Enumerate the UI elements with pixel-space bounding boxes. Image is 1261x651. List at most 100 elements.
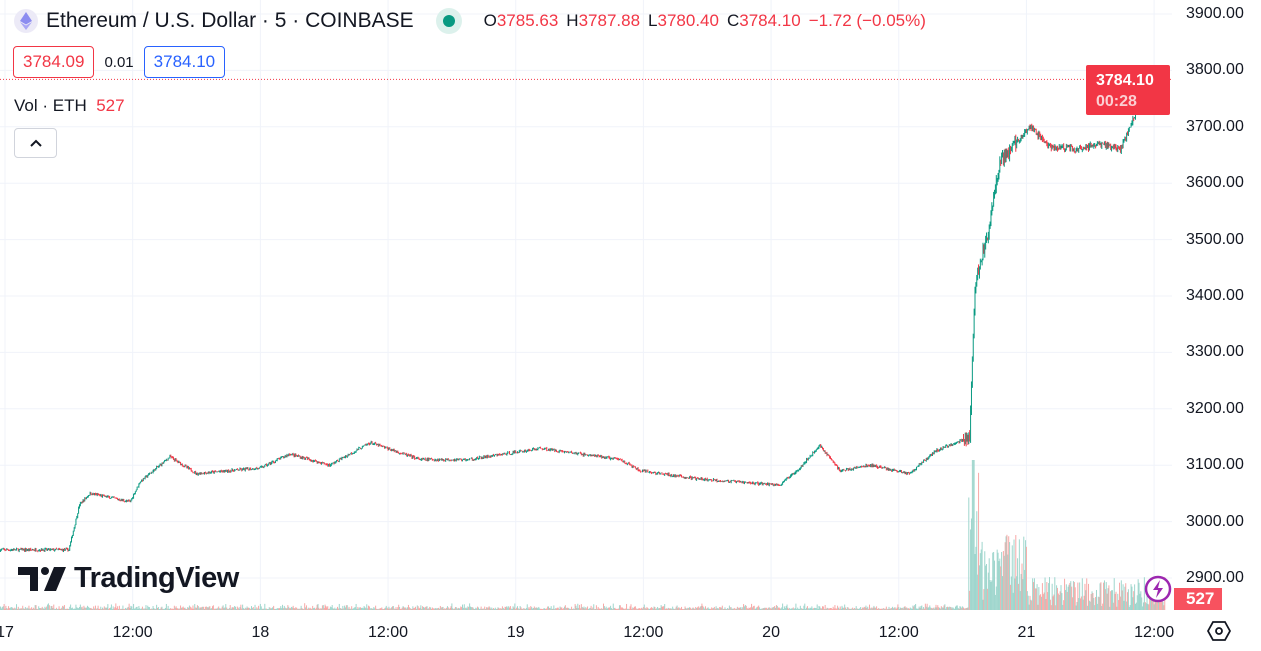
volume-bar — [1058, 594, 1060, 610]
volume-bar — [949, 606, 951, 610]
volume-bar — [588, 608, 590, 610]
spread-value: 0.01 — [104, 53, 134, 71]
volume-bar — [1029, 595, 1031, 610]
volume-bar — [78, 606, 80, 610]
volume-bar — [580, 604, 582, 610]
volume-bar — [128, 603, 130, 610]
volume-bar — [590, 605, 592, 610]
volume-bar — [735, 608, 737, 610]
volume-bar — [47, 603, 49, 610]
volume-bar — [39, 608, 41, 610]
price-chart[interactable] — [0, 0, 1172, 610]
volume-bar — [809, 607, 811, 610]
volume-bar — [188, 607, 190, 610]
volume-bar — [245, 608, 247, 610]
volume-bar — [985, 565, 987, 610]
volume-bar — [861, 607, 863, 610]
volume-bar — [1022, 579, 1024, 610]
volume-bar — [1033, 578, 1035, 610]
volume-bar — [767, 607, 769, 610]
volume-bar — [815, 608, 817, 610]
price-axis[interactable]: 3900.00 3800.00 3700.00 3600.00 3500.00 3400.… — [1172, 0, 1261, 610]
tradingview-logo[interactable]: TradingView — [18, 562, 239, 595]
volume-bar — [66, 608, 68, 610]
volume-bar — [314, 608, 316, 610]
volume-bar — [1072, 597, 1074, 610]
volume-bar — [367, 608, 369, 610]
volume-bar — [783, 606, 785, 610]
volume-bar — [504, 606, 506, 610]
volume-bar — [145, 605, 147, 610]
sell-button[interactable]: 3784.09 — [13, 46, 95, 78]
market-open-status-icon[interactable] — [435, 8, 462, 34]
volume-bar — [454, 608, 456, 610]
volume-bar — [1041, 596, 1043, 610]
volume-bar — [714, 608, 716, 610]
volume-bar — [262, 608, 264, 610]
volume-bar — [1063, 600, 1065, 610]
volume-bar — [405, 607, 407, 610]
volume-bar — [361, 607, 363, 610]
volume-bar — [892, 608, 894, 610]
volume-bar — [426, 606, 428, 610]
volume-bar — [477, 606, 479, 610]
volume-bar — [954, 608, 956, 610]
volume-bar — [465, 607, 467, 610]
volume-bar — [676, 605, 678, 610]
volume-bar — [157, 607, 159, 610]
volume-bar — [970, 529, 972, 610]
volume-bar — [861, 608, 863, 610]
volume-bar — [908, 608, 910, 610]
volume-bar — [462, 607, 464, 610]
time-axis[interactable]: 17 12:00 18 12:00 19 12:00 20 12:00 21 12:00 — [0, 610, 1174, 651]
volume-bar — [130, 605, 132, 610]
volume-bar — [247, 607, 249, 610]
volume-bar — [439, 605, 441, 610]
volume-bar — [274, 608, 276, 610]
volume-bar — [1153, 604, 1155, 610]
volume-bar — [281, 608, 283, 610]
volume-bar — [1148, 604, 1150, 610]
volume-bar — [893, 607, 895, 610]
volume-bar — [1121, 590, 1123, 610]
volume-bar — [163, 608, 165, 610]
volume-bar — [54, 608, 56, 610]
volume-bar — [59, 608, 61, 610]
price-tick: 2900.00 — [1186, 569, 1244, 586]
volume-bar — [808, 608, 810, 610]
volume-bar — [201, 606, 203, 610]
volume-bar — [771, 607, 773, 610]
volume-bar — [755, 608, 757, 610]
volume-bar — [969, 590, 971, 610]
volume-bar — [691, 608, 693, 610]
symbol-title[interactable]: Ethereum / U.S. Dollar · 5 · COINBASE — [46, 9, 414, 32]
volume-bar — [769, 607, 771, 610]
volume-bar — [916, 608, 918, 610]
volume-bar — [980, 549, 982, 610]
volume-bar — [810, 608, 812, 610]
volume-bar — [1006, 534, 1008, 610]
lightning-icon[interactable] — [1143, 574, 1173, 609]
volume-bar — [388, 606, 390, 610]
volume-bar — [119, 608, 121, 610]
volume-bar — [180, 607, 182, 610]
volume-bar — [456, 608, 458, 610]
volume-bar — [1101, 606, 1103, 610]
volume-bar — [604, 608, 606, 610]
volume-bar — [685, 608, 687, 610]
collapse-legend-button[interactable] — [14, 128, 57, 158]
volume-bar — [125, 607, 127, 610]
volume-bar — [788, 608, 790, 610]
volume-bar — [689, 607, 691, 610]
volume-bar — [250, 608, 252, 610]
volume-bar — [540, 608, 542, 610]
volume-bar — [1095, 589, 1097, 610]
volume-bar — [779, 608, 781, 610]
volume-bar — [509, 606, 511, 610]
volume-bar — [560, 607, 562, 610]
settings-icon[interactable] — [1206, 620, 1232, 647]
buy-button[interactable]: 3784.10 — [143, 46, 226, 78]
volume-bar — [941, 607, 943, 610]
volume-bar — [22, 605, 24, 610]
volume-bar — [284, 607, 286, 610]
